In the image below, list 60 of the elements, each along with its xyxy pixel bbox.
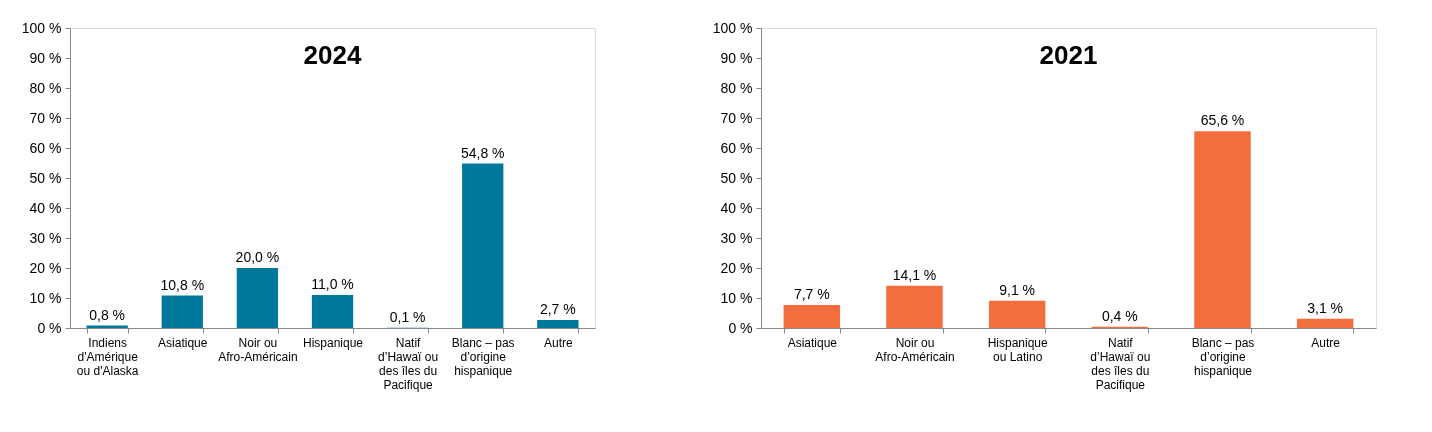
x-tick-label: Natif d’Hawaï ou des îles du Pacifique: [378, 335, 439, 392]
bar: [462, 163, 504, 328]
y-tick-label: 10 %: [720, 289, 753, 306]
data-label: 14,1 %: [892, 266, 937, 283]
bar: [783, 304, 841, 328]
y-tick-label: 40 %: [29, 199, 62, 216]
data-label: 0,1 %: [389, 308, 426, 325]
x-tick-label: Autre: [1311, 335, 1341, 350]
x-tick-label: Blanc – pas d’origine hispanique: [1191, 335, 1255, 378]
text: 2024: [303, 40, 362, 70]
y-tick-label: 30 %: [29, 229, 62, 246]
y-tick-label: 40 %: [720, 199, 753, 216]
data-label: 54,8 %: [460, 144, 505, 161]
text: 2021: [1039, 40, 1098, 70]
y-tick-label: 60 %: [29, 139, 62, 156]
data-label: 20,0 %: [235, 249, 280, 265]
bar: [161, 295, 203, 328]
y-tick-label: 50 %: [29, 169, 62, 186]
x-tick-label: Noir ou Afro-Américain: [218, 335, 298, 364]
x-tick-label: Asiatique: [158, 335, 208, 350]
y-tick-label: 80 %: [720, 79, 753, 96]
y-tick-label: 10 %: [29, 289, 62, 306]
bar: [236, 268, 279, 328]
data-label: 9,1 %: [999, 281, 1036, 298]
x-tick-label: Autre: [543, 335, 573, 350]
x-tick-label: Hispanique ou Latino: [987, 335, 1049, 364]
data-label: 0,4 %: [1101, 307, 1138, 324]
data-label: 3,1 %: [1307, 299, 1344, 316]
x-tick-label: Asiatique: [787, 335, 838, 350]
y-tick-label: 20 %: [720, 259, 753, 276]
y-tick-label: 90 %: [720, 49, 753, 66]
y-tick-label: 70 %: [720, 109, 753, 126]
data-label: 2,7 %: [539, 300, 576, 317]
bar: [988, 300, 1046, 328]
y-tick-label: 80 %: [29, 79, 62, 96]
bar: [886, 285, 943, 328]
data-label: 0,8 %: [89, 306, 126, 323]
data-label: 7,7 %: [793, 285, 830, 302]
bar: [1194, 131, 1251, 328]
data-label: 65,6 %: [1200, 112, 1245, 129]
data-label: 11,0 %: [311, 276, 354, 292]
y-tick-label: 20 %: [29, 259, 62, 276]
y-tick-label: 70 %: [29, 109, 62, 126]
y-tick-label: 90 %: [29, 49, 62, 66]
x-tick-label: Noir ou Afro-Américain: [875, 335, 955, 364]
x-tick-label: Natif d’Hawaï ou des îles du Pacifique: [1090, 335, 1151, 392]
bar: [1296, 318, 1354, 328]
x-tick-label: Hispanique: [302, 335, 364, 350]
x-tick-label: Indiens d'Amérique ou d'Alaska: [76, 335, 139, 378]
y-tick-label: 50 %: [720, 169, 753, 186]
y-tick-label: 60 %: [720, 139, 753, 156]
y-tick-label: 0 %: [728, 319, 753, 336]
y-tick-label: 0 %: [37, 319, 62, 336]
y-tick-label: 100 %: [21, 19, 62, 36]
bar: [537, 319, 579, 328]
y-tick-label: 30 %: [720, 229, 753, 246]
bar: [311, 295, 354, 328]
x-tick-label: Blanc – pas d’origine hispanique: [451, 335, 515, 378]
data-label: 10,8 %: [160, 276, 205, 293]
y-tick-label: 100 %: [712, 19, 753, 36]
